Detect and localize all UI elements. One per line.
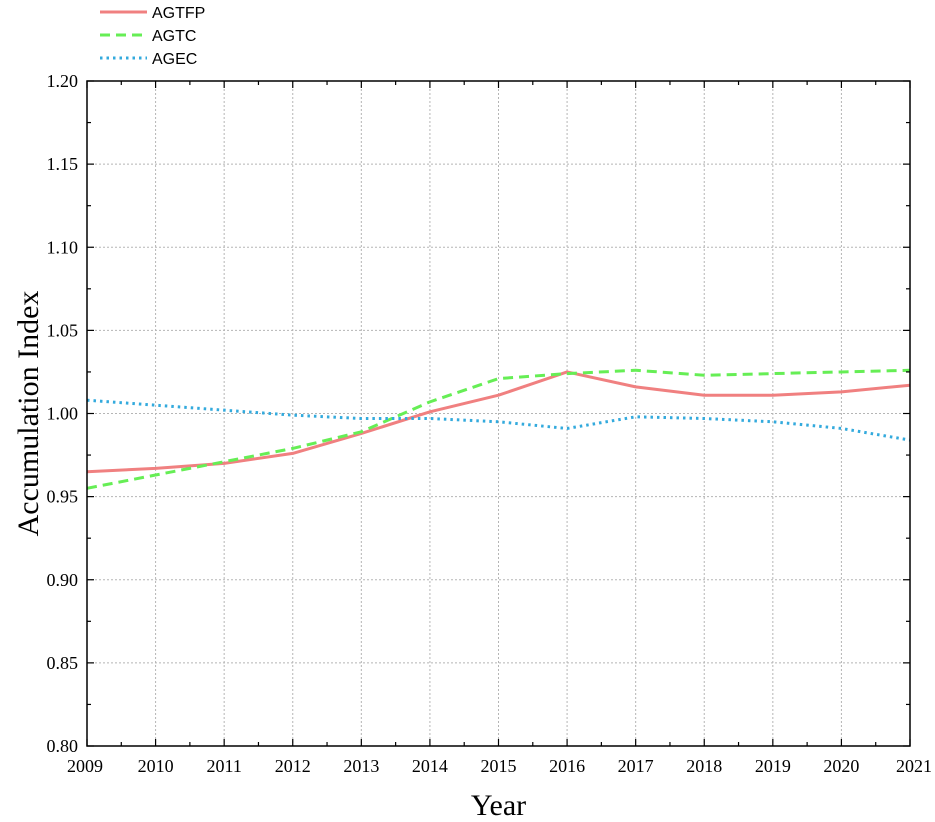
x-tick-label: 2013 bbox=[343, 756, 379, 776]
grid bbox=[87, 81, 910, 746]
x-tick-label: 2009 bbox=[67, 756, 103, 776]
x-tick-label: 2017 bbox=[618, 756, 654, 776]
x-tick-label: 2015 bbox=[481, 756, 517, 776]
x-tick-label: 2021 bbox=[896, 756, 932, 776]
series-line-agec bbox=[86, 398, 911, 442]
y-tick-label: 0.85 bbox=[47, 653, 79, 673]
x-axis: 2009 2010 2011 2012 2013 2014 2015 2016 2017 2018… bbox=[67, 81, 932, 776]
y-tick-label: 0.90 bbox=[47, 570, 79, 590]
y-tick-label: 1.10 bbox=[47, 237, 79, 257]
x-tick-label: 2010 bbox=[138, 756, 174, 776]
y-axis: 0.80 0.85 0.90 0.95 1.00 1.05 1.10 1.15 1.20 bbox=[47, 71, 910, 756]
x-tick-label: 2011 bbox=[206, 756, 241, 776]
legend-label-agtc: AGTC bbox=[152, 28, 196, 45]
y-axis-title: Accumulation Index bbox=[12, 291, 45, 537]
y-tick-label: 1.05 bbox=[47, 320, 79, 340]
legend: AGTFP AGTC AGEC bbox=[100, 5, 205, 68]
series-line-agtfp bbox=[86, 370, 911, 474]
legend-label-agtfp: AGTFP bbox=[152, 5, 205, 22]
x-axis-title: Year bbox=[471, 789, 526, 822]
series-layer bbox=[86, 368, 911, 490]
y-tick-label: 0.80 bbox=[47, 736, 79, 756]
x-tick-label: 2020 bbox=[823, 756, 859, 776]
x-tick-label: 2014 bbox=[412, 756, 448, 776]
y-tick-label: 0.95 bbox=[47, 487, 79, 507]
x-tick-label: 2019 bbox=[755, 756, 791, 776]
x-tick-label: 2016 bbox=[549, 756, 585, 776]
y-tick-label: 1.20 bbox=[47, 71, 79, 91]
legend-label-agec: AGEC bbox=[152, 51, 197, 68]
y-tick-label: 1.00 bbox=[47, 404, 79, 424]
x-tick-label: 2012 bbox=[275, 756, 311, 776]
x-tick-label: 2018 bbox=[686, 756, 722, 776]
y-tick-label: 1.15 bbox=[47, 154, 79, 174]
